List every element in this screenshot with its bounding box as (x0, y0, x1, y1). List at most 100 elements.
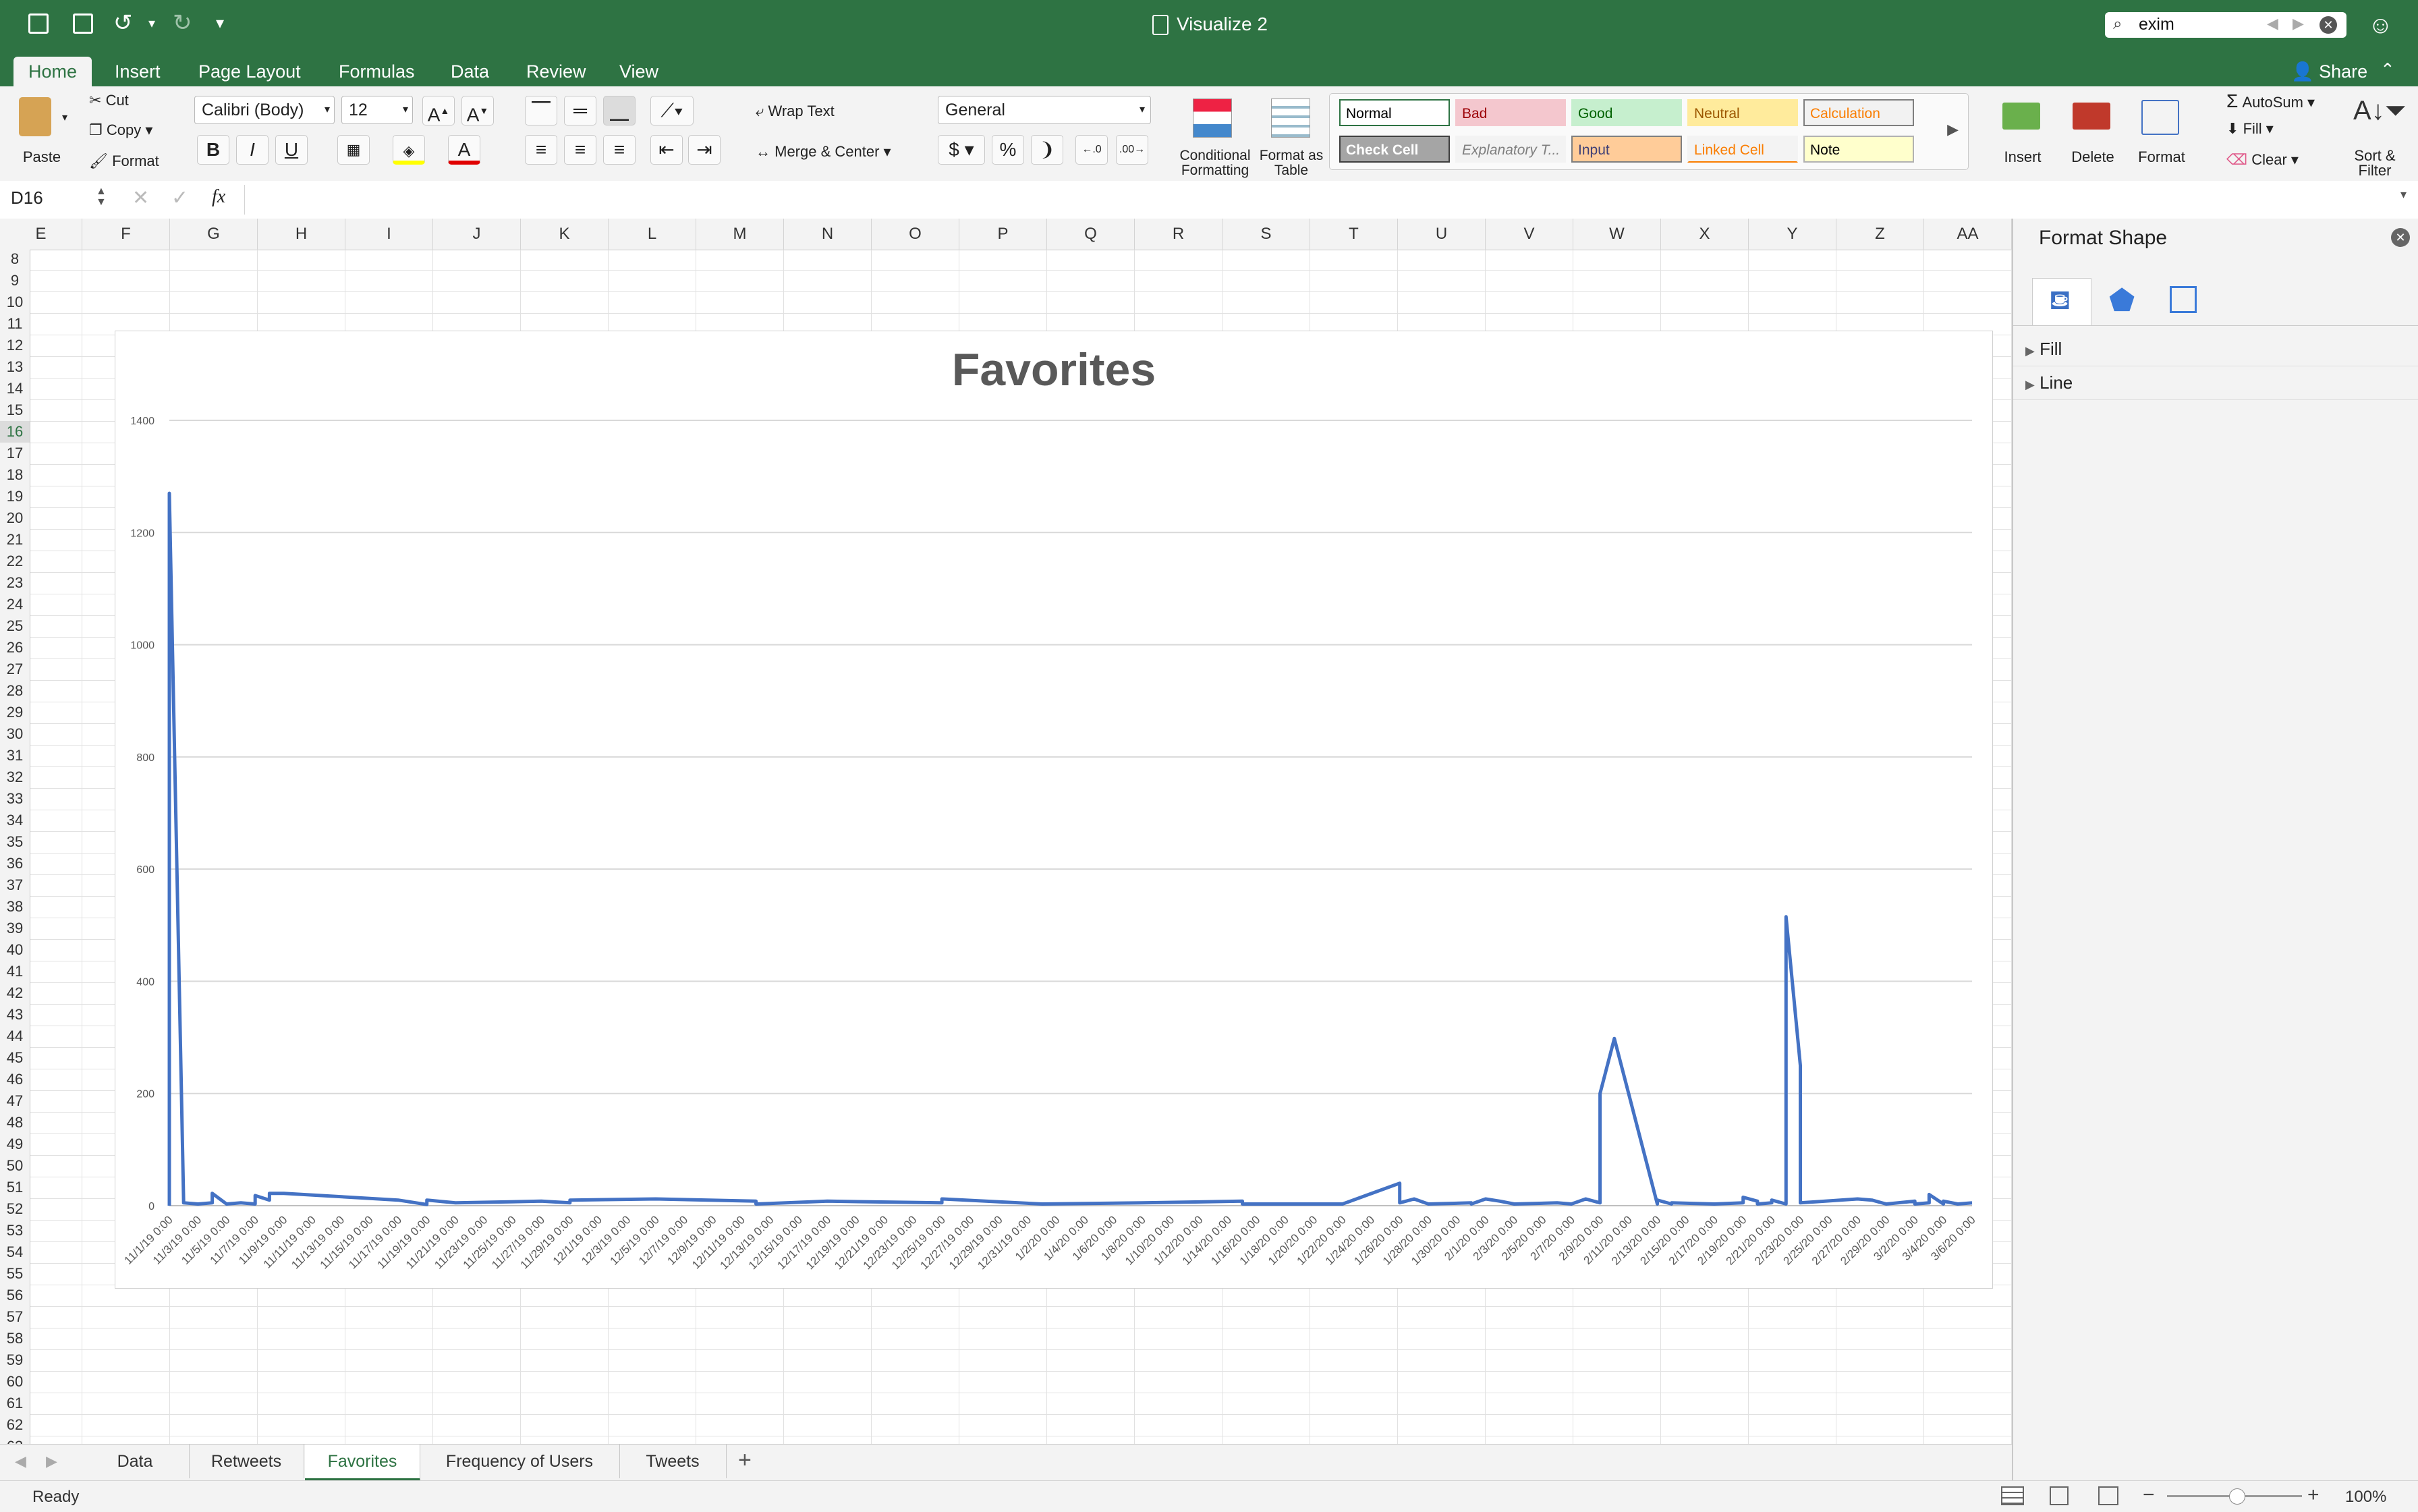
fill-color-button[interactable]: ◈ (393, 135, 425, 165)
data-point[interactable] (754, 1202, 758, 1206)
data-point[interactable] (1569, 1202, 1573, 1206)
row-header[interactable]: 56 (6, 1287, 24, 1304)
data-point[interactable] (1799, 1201, 1803, 1205)
percent-button[interactable]: % (992, 135, 1024, 165)
cell-style-linked-cell[interactable]: Linked Cell (1687, 136, 1798, 163)
data-point[interactable] (253, 1202, 257, 1206)
row-header[interactable]: 60 (6, 1373, 24, 1390)
tab-page-layout[interactable]: Page Layout (198, 61, 301, 82)
row-header[interactable]: 39 (6, 920, 24, 936)
column-header-s[interactable]: S (1222, 219, 1310, 250)
data-point[interactable] (1598, 1092, 1602, 1096)
comma-style-button[interactable]: ❩ (1031, 135, 1063, 165)
zoom-slider[interactable] (2167, 1488, 2302, 1505)
orientation-button[interactable]: ⟋▾ (650, 96, 694, 125)
fill-line-tab[interactable]: ⛾ (2032, 278, 2091, 326)
row-header[interactable]: 54 (6, 1243, 24, 1260)
data-point[interactable] (654, 1197, 658, 1201)
data-point[interactable] (1583, 1197, 1587, 1201)
increase-font-size-button[interactable]: A▲ (422, 96, 455, 125)
column-header-g[interactable]: G (170, 219, 258, 250)
data-point[interactable] (210, 1201, 215, 1205)
page-layout-view-icon[interactable] (2050, 1486, 2069, 1505)
cell-style-calculation[interactable]: Calculation (1803, 99, 1914, 126)
row-header[interactable]: 61 (6, 1395, 24, 1411)
tab-data[interactable]: Data (451, 61, 490, 82)
data-point[interactable] (1398, 1181, 1402, 1185)
data-point[interactable] (1956, 1202, 1960, 1206)
data-point[interactable] (568, 1198, 572, 1202)
column-header-x[interactable]: X (1661, 219, 1749, 250)
data-point[interactable] (453, 1201, 457, 1205)
customize-toolbar-icon[interactable]: ▾ (216, 14, 225, 32)
name-box-stepper[interactable]: ▲ ▼ (96, 186, 107, 208)
autosum-button[interactable]: Σ AutoSum ▾ (2226, 90, 2315, 111)
size-properties-icon[interactable] (2170, 286, 2197, 313)
data-point[interactable] (167, 491, 171, 495)
data-point[interactable] (425, 1202, 429, 1206)
data-point[interactable] (1498, 1199, 1502, 1203)
data-point[interactable] (940, 1197, 944, 1201)
data-point[interactable] (1040, 1202, 1044, 1206)
row-header[interactable]: 53 (6, 1222, 24, 1239)
column-header-v[interactable]: V (1486, 219, 1573, 250)
font-size-select[interactable]: 12 ▾ (341, 96, 413, 124)
fill-button[interactable]: ⬇ Fill ▾ (2226, 120, 2274, 137)
search-next-icon[interactable]: ▶ (2293, 15, 2304, 32)
row-header[interactable]: 57 (6, 1308, 24, 1325)
column-header-w[interactable]: W (1573, 219, 1661, 250)
paste-dropdown-icon[interactable]: ▾ (62, 112, 68, 123)
sheet-tab-retweets[interactable]: Retweets (189, 1445, 304, 1478)
data-point[interactable] (1784, 1202, 1788, 1206)
row-header[interactable]: 47 (6, 1092, 24, 1109)
row-header[interactable]: 20 (6, 509, 24, 526)
row-header[interactable]: 58 (6, 1330, 24, 1347)
underline-button[interactable]: U (275, 135, 308, 165)
insert-cells-button[interactable]: Insert (1990, 94, 2055, 175)
data-point[interactable] (425, 1198, 429, 1202)
favorites-series-line[interactable] (167, 491, 1973, 1206)
cell-style-input[interactable]: Input (1571, 136, 1682, 163)
increase-indent-button[interactable]: ⇥ (688, 135, 721, 165)
cell-style-check-cell[interactable]: Check Cell (1339, 136, 1450, 163)
clear-button[interactable]: ⌫ Clear ▾ (2226, 151, 2299, 168)
data-point[interactable] (1799, 1063, 1803, 1067)
data-point[interactable] (1512, 1202, 1516, 1206)
normal-view-icon[interactable] (2001, 1486, 2024, 1505)
row-header[interactable]: 31 (6, 747, 24, 764)
row-header[interactable]: 37 (6, 876, 24, 893)
line-section[interactable]: ▶ Line (2025, 372, 2073, 393)
row-header[interactable]: 29 (6, 704, 24, 721)
data-point[interactable] (267, 1192, 271, 1196)
paste-button[interactable]: ▾ Paste (15, 93, 76, 174)
decrease-font-size-button[interactable]: A▼ (461, 96, 494, 125)
data-point[interactable] (1555, 1201, 1559, 1205)
row-header[interactable]: 25 (6, 617, 24, 634)
data-point[interactable] (1741, 1196, 1745, 1200)
align-top-button[interactable]: ⎺ (525, 96, 557, 125)
row-header[interactable]: 17 (6, 445, 24, 461)
column-header-e[interactable]: E (0, 219, 82, 250)
data-point[interactable] (1655, 1202, 1659, 1206)
row-header[interactable]: 13 (6, 358, 24, 375)
save-icon[interactable] (73, 13, 93, 34)
add-sheet-button[interactable]: + (738, 1447, 752, 1473)
tab-insert[interactable]: Insert (115, 61, 161, 82)
row-header[interactable]: 62 (6, 1416, 24, 1433)
column-header-r[interactable]: R (1135, 219, 1222, 250)
undo-icon[interactable]: ↺ (113, 10, 133, 36)
row-header[interactable]: 50 (6, 1157, 24, 1174)
row-header[interactable]: 34 (6, 812, 24, 829)
cell-style-neutral[interactable]: Neutral (1687, 99, 1798, 126)
row-header[interactable]: 21 (6, 531, 24, 548)
data-point[interactable] (1784, 915, 1788, 919)
tab-home[interactable]: Home (13, 57, 92, 86)
data-point[interactable] (1612, 1036, 1616, 1040)
column-header-q[interactable]: Q (1047, 219, 1135, 250)
collapse-ribbon-icon[interactable]: ⌃ (2380, 59, 2395, 80)
copy-button[interactable]: ❐ Copy ▾ (89, 121, 153, 138)
row-header[interactable]: 43 (6, 1006, 24, 1023)
row-header[interactable]: 48 (6, 1114, 24, 1131)
row-header[interactable]: 24 (6, 596, 24, 613)
tab-view[interactable]: View (619, 61, 659, 82)
